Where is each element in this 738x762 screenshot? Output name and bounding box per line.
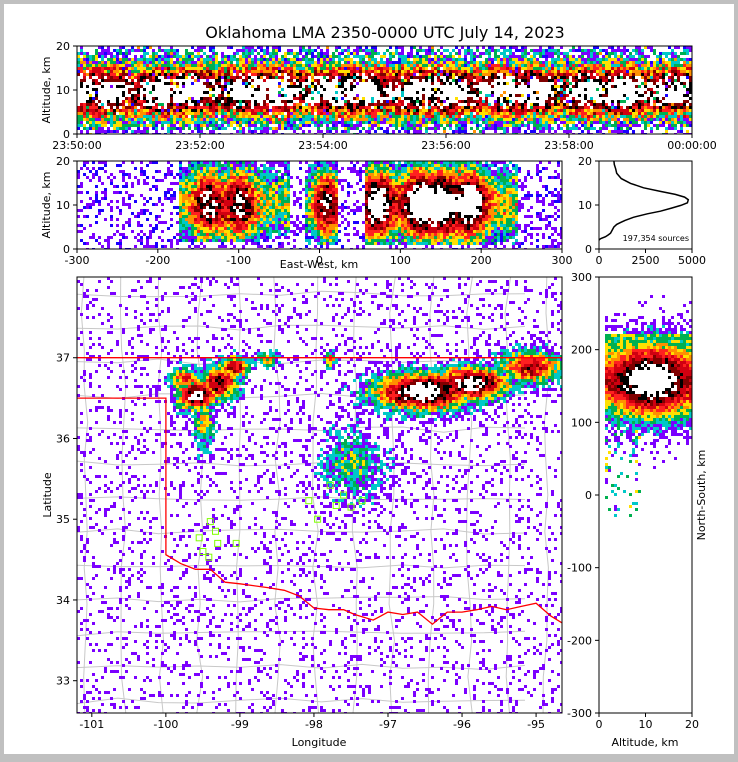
ns-height-ytick-label: -300 [567,707,592,720]
plan-view-xtick-label: -97 [379,718,397,731]
plan-view-xtick-label: -101 [79,718,104,731]
ew-height-xtick-label: 200 [471,254,492,267]
plan-view-xtick-label: -100 [153,718,178,731]
time-height-xtick-label: 23:56:00 [421,139,470,152]
plan-view-xtick-label: -96 [453,718,471,731]
time-height-xtick-label: 23:54:00 [298,139,347,152]
ew-height-density [77,161,563,251]
ew-height-xlabel: East-West, km [280,258,358,271]
histogram-xtick-label: 2500 [632,254,660,267]
histogram-xtick-label: 0 [596,254,603,267]
ew-height-ytick-label: 20 [56,155,70,168]
plan-view-xtick-label: -95 [527,718,545,731]
time-height-xtick-label: 00:00:00 [667,139,716,152]
plan-view-xtick-label: -98 [305,718,323,731]
ew-height-ytick-label: 0 [63,243,70,256]
time-height-xtick-label: 23:50:00 [52,139,101,152]
ew-height-ylabel: Altitude, km [40,171,53,238]
ns-height-ytick-label: 300 [571,271,592,284]
plan-view-xlabel: Longitude [292,736,347,749]
time-height-ylabel: Altitude, km [40,56,53,123]
ew-height-ytick-label: 10 [56,199,70,212]
ns-height-ylabel: North-South, km [695,450,708,541]
time-height-panel: 23:50:00 23:52:00 23:54:00 23:56:00 23:58:00… [40,40,717,152]
time-height-xtick-label: 23:58:00 [544,139,593,152]
altitude-histogram-panel: 0 2500 5000 0 10 20 197,354 sources [578,155,706,267]
time-height-xtick-label: 23:52:00 [175,139,224,152]
plan-view-ytick-label: 33 [56,675,70,688]
histogram-source-count: 197,354 sources [623,234,689,243]
time-height-ytick-label: 0 [63,128,70,141]
ns-height-xtick-label: 10 [639,718,653,731]
ns-height-density [605,295,692,517]
plan-view-ylabel: Latitude [41,472,54,518]
ns-height-ytick-label: 0 [585,489,592,502]
ns-height-ytick-label: -100 [567,562,592,575]
ew-height-xtick-label: -200 [145,254,170,267]
ew-height-xtick-label: 100 [390,254,411,267]
ns-height-xlabel: Altitude, km [611,736,678,749]
plan-view-ytick-label: 36 [56,432,70,445]
ns-height-xtick-label: 20 [685,718,699,731]
plan-view-ytick-label: 34 [56,594,70,607]
ns-height-ytick-label: -200 [567,634,592,647]
time-height-ytick-label: 10 [56,84,70,97]
ns-height-ytick-label: 200 [571,344,592,357]
plan-view-xtick-label: -99 [231,718,249,731]
figure-title: Oklahoma LMA 2350-0000 UTC July 14, 2023 [205,23,564,42]
plan-view-ytick-label: 35 [56,513,70,526]
figure-frame: Oklahoma LMA 2350-0000 UTC July 14, 2023… [4,4,734,754]
lma-figure: Oklahoma LMA 2350-0000 UTC July 14, 2023… [4,4,738,762]
time-height-density [77,46,692,136]
plan-view-panel: -101 -100 -99 -98 -97 -96 -95 33 34 35 36 37 Longit… [41,277,564,749]
ns-height-panel: 0 10 20 -300 -200 -100 0 100 200 300 Altitude, km… [567,271,708,749]
histogram-xtick-label: 5000 [678,254,706,267]
ns-height-xtick-label: 0 [596,718,603,731]
ew-height-xtick-label: -100 [226,254,251,267]
ns-height-ytick-label: 100 [571,416,592,429]
histogram-ytick-label: 20 [578,155,592,168]
time-height-ytick-label: 20 [56,40,70,53]
histogram-ytick-label: 0 [585,243,592,256]
ew-height-xtick-label: 300 [552,254,573,267]
plan-view-ytick-label: 37 [56,352,70,365]
histogram-ytick-label: 10 [578,199,592,212]
